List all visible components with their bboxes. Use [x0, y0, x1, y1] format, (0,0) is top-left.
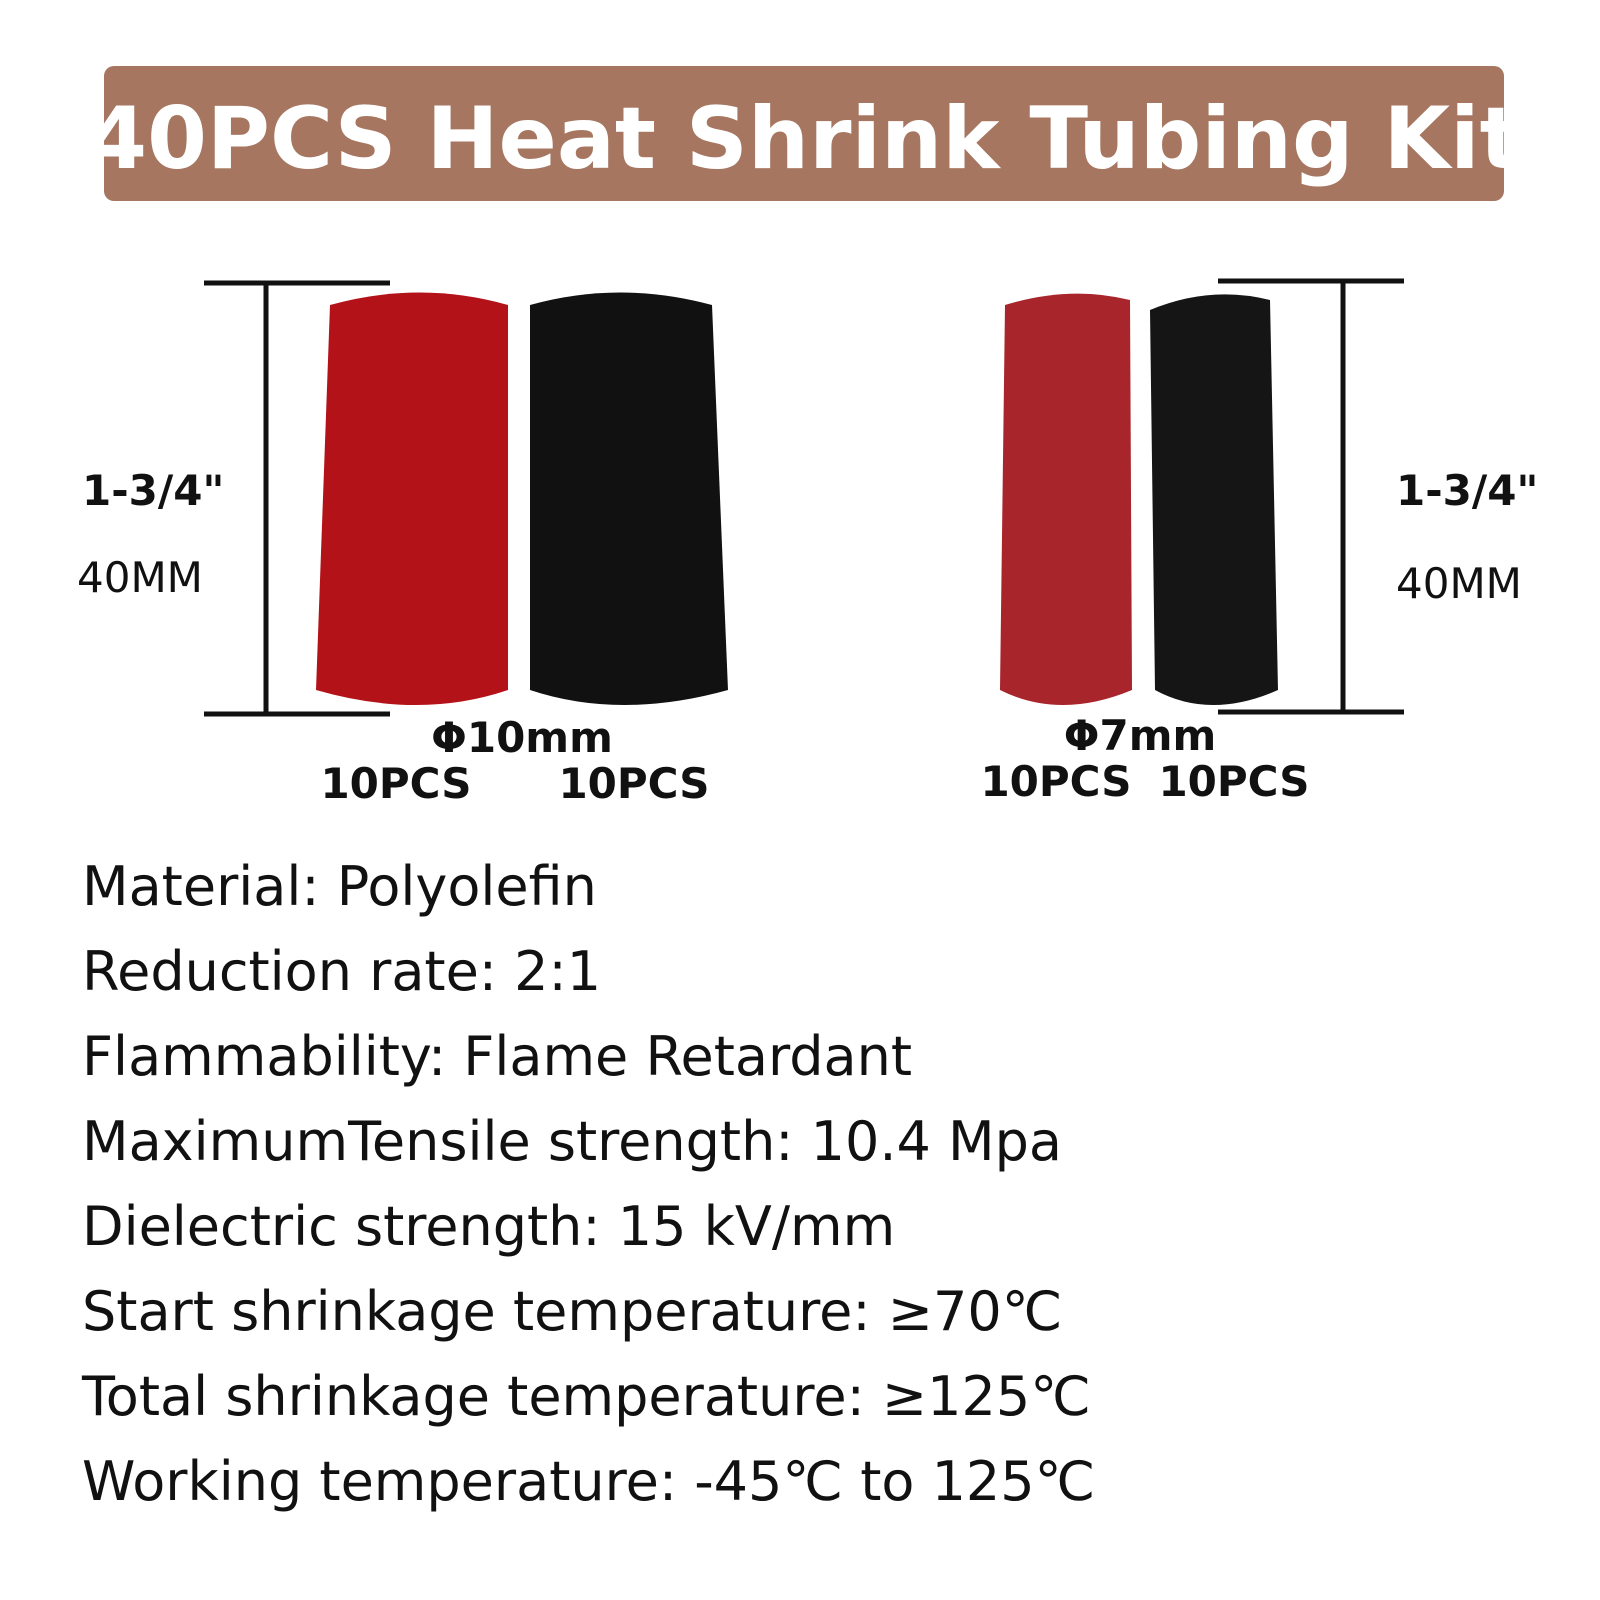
spec-line: Reduction rate: 2:1 — [82, 940, 602, 1003]
black-tube-7mm — [1150, 294, 1278, 705]
length-mm: 40MM — [77, 553, 203, 602]
dimension-right — [1218, 278, 1404, 715]
spec-line: Dielectric strength: 15 kV/mm — [82, 1195, 896, 1258]
dimension-left — [204, 280, 390, 717]
spec-line: Start shrinkage temperature: ≥70℃ — [82, 1280, 1063, 1343]
spec-line: Total shrinkage temperature: ≥125℃ — [82, 1365, 1091, 1428]
count: 10PCS — [1158, 757, 1309, 806]
spec-line: Material: Polyolefin — [82, 855, 597, 918]
spec-line: Working temperature: -45℃ to 125℃ — [82, 1450, 1096, 1513]
diameter: Φ10mm — [431, 713, 613, 762]
title: 40PCS Heat Shrink Tubing Kit — [87, 89, 1521, 189]
count: 10PCS — [980, 757, 1131, 806]
length-inch: 1-3/4" — [1396, 466, 1538, 515]
count: 10PCS — [320, 759, 471, 808]
count: 10PCS — [558, 759, 709, 808]
diameter: Φ7mm — [1064, 711, 1216, 760]
title-banner — [104, 66, 1504, 201]
length-inch: 1-3/4" — [82, 466, 224, 515]
length-mm: 40MM — [1396, 559, 1522, 608]
red-tube-7mm — [1000, 293, 1132, 705]
spec-line: MaximumTensile strength: 10.4 Mpa — [82, 1110, 1063, 1173]
black-tube-10mm — [530, 292, 728, 705]
spec-line: Flammability: Flame Retardant — [82, 1025, 913, 1088]
red-tube-10mm — [316, 292, 508, 705]
